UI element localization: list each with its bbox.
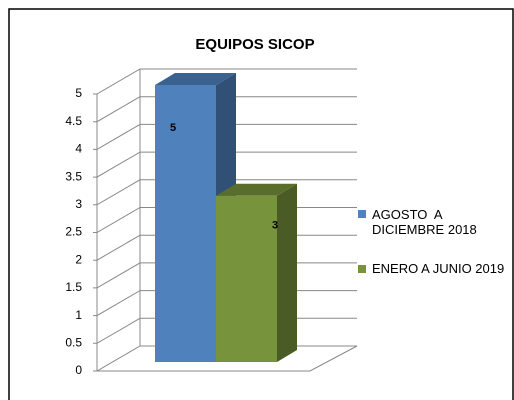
y-tick-label: 4.5 [65,114,82,128]
y-tick-label: 1.5 [65,280,82,294]
bar-side [277,183,297,362]
grid-line [93,96,357,123]
y-tick-label: 2 [75,252,82,266]
y-tick-label: 0.5 [65,335,82,349]
chart-title: EQUIPOS SICOP [195,36,314,53]
y-tick-label: 1 [75,308,82,322]
legend-label: ENERO A JUNIO 2019 [372,261,505,276]
legend-label: AGOSTO A DICIEMBRE 2018 [372,207,477,237]
bar [216,195,277,362]
data-label: 5 [170,122,176,134]
y-tick-label: 2.5 [65,225,82,239]
data-label: 3 [272,220,278,232]
legend-swatch [358,210,366,218]
grid-line [93,151,357,178]
y-tick-label: 0 [75,363,82,377]
legend-swatch [358,265,366,273]
floor [97,345,358,372]
y-tick-label: 3.5 [65,169,82,183]
grid-line [93,179,357,206]
y-tick-label: 4 [75,142,82,156]
y-tick-label: 3 [75,197,82,211]
bar-top [216,183,297,196]
grid-line [93,68,357,95]
bar-top [155,73,236,85]
grid-line [93,123,357,150]
y-tick-label: 5 [75,86,82,100]
bar [155,85,216,362]
